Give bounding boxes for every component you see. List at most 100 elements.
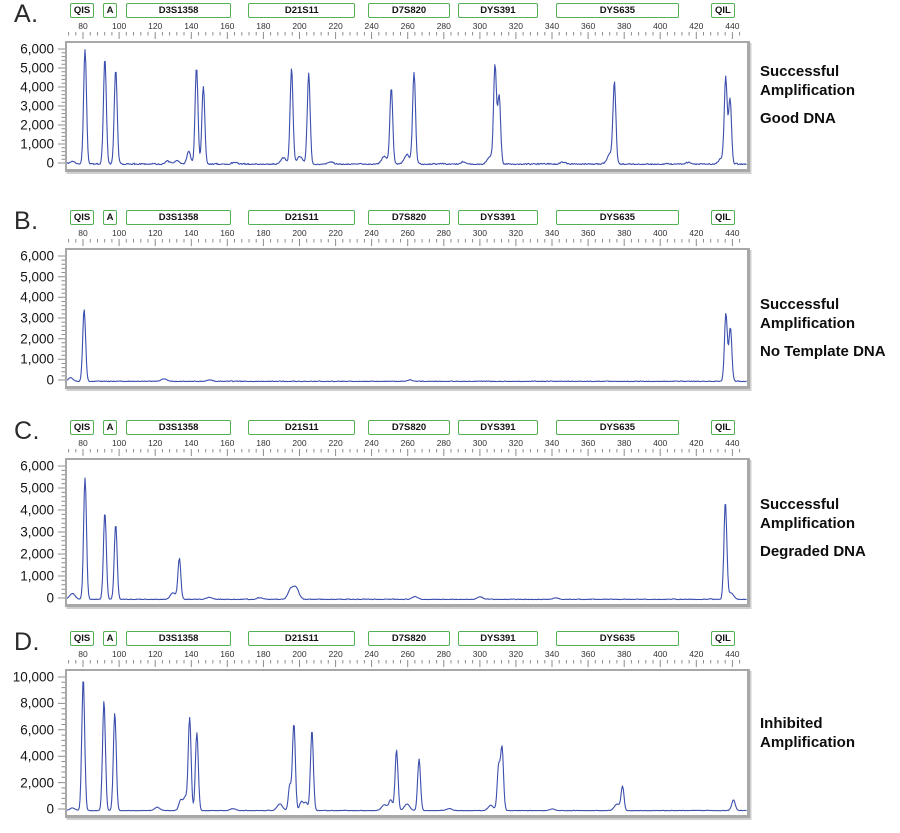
x-tick-label: 100 <box>112 228 127 238</box>
x-tick-label: 220 <box>328 21 343 31</box>
x-tick-label: 100 <box>112 438 127 448</box>
y-axis-labels: 6,000 5,000 4,000 3,000 2,000 1,000 0 <box>0 248 54 388</box>
marker-box-a: A <box>102 420 118 435</box>
marker-box-qis: QIS <box>70 3 94 18</box>
plot-area <box>65 41 750 172</box>
x-tick-label: 240 <box>364 21 379 31</box>
electropherogram-trace <box>67 477 747 601</box>
x-tick-label: 280 <box>436 228 451 238</box>
y-axis-ruler <box>58 48 65 164</box>
panel-letter: B. <box>14 207 39 235</box>
marker-box-d7s820: D7S820 <box>368 210 451 225</box>
x-tick-label: 360 <box>581 21 596 31</box>
x-tick-label: 400 <box>653 438 668 448</box>
x-tick-label: 160 <box>220 228 235 238</box>
y-tick-label: 2,000 <box>20 331 54 347</box>
x-tick-label: 340 <box>544 21 560 31</box>
marker-box-d21s11: D21S11 <box>248 631 356 646</box>
x-axis-tick-labels: 80 100 120 140 160 180 200 220 240 260 280 300 320 34… <box>0 0 760 31</box>
marker-box-d3s1358: D3S1358 <box>126 3 231 18</box>
x-tick-label: 400 <box>653 21 668 31</box>
x-tick-label: 200 <box>292 649 307 659</box>
x-tick-label: 380 <box>617 21 632 31</box>
panel-a: A. QIS A D3S1358 D21S11 D7S820 DYS391 DYS635 QI… <box>0 0 900 205</box>
y-tick-label: 1,000 <box>20 351 54 367</box>
y-tick-label: 0 <box>46 801 54 817</box>
panel-c: C. QIS A D3S1358 D21S11 D7S820 DYS391 DYS635 QI… <box>0 417 900 622</box>
x-tick-label: 120 <box>148 438 163 448</box>
y-tick-label: 0 <box>46 155 54 171</box>
annotation-line: Successful Amplification <box>760 63 856 100</box>
y-tick-label: 8,000 <box>20 695 54 711</box>
x-tick-label: 280 <box>436 21 451 31</box>
x-tick-label: 200 <box>292 438 307 448</box>
marker-box-dys635: DYS635 <box>555 420 680 435</box>
y-tick-label: 6,000 <box>20 722 54 738</box>
x-tick-label: 140 <box>184 228 199 238</box>
annotation-line: Successful Amplification <box>760 496 856 533</box>
x-tick-label: 300 <box>472 438 487 448</box>
x-tick-label: 320 <box>508 21 523 31</box>
panel-letter: A. <box>14 0 39 28</box>
y-tick-label: 2,000 <box>20 117 54 133</box>
x-tick-label: 400 <box>653 649 668 659</box>
x-tick-label: 320 <box>508 228 523 238</box>
y-tick-label: 4,000 <box>20 748 54 764</box>
marker-box-d21s11: D21S11 <box>248 3 356 18</box>
y-tick-label: 5,000 <box>20 480 54 496</box>
y-tick-label: 1,000 <box>20 136 54 152</box>
x-tick-label: 420 <box>689 228 704 238</box>
marker-row: QIS A D3S1358 D21S11 D7S820 DYS391 DYS635 QIL <box>0 417 760 437</box>
x-axis-tick-labels: 80 100 120 140 160 180 200 220 240 260 280 300 320 34… <box>0 417 760 448</box>
y-axis-ruler <box>58 676 65 810</box>
x-axis-ruler <box>68 449 741 456</box>
x-tick-label: 380 <box>617 649 632 659</box>
annotation: Successful Amplification Degraded DNA <box>760 495 898 561</box>
x-tick-label: 360 <box>581 438 596 448</box>
annotation-line: Degraded DNA <box>760 543 866 561</box>
x-tick-label: 440 <box>725 228 740 238</box>
marker-box-dys635: DYS635 <box>555 3 680 18</box>
x-tick-label: 300 <box>472 228 487 238</box>
x-tick-label: 340 <box>544 649 560 659</box>
marker-box-dys391: DYS391 <box>458 420 538 435</box>
x-axis-ruler <box>68 239 741 246</box>
x-tick-label: 260 <box>400 228 415 238</box>
x-tick-label: 180 <box>256 228 271 238</box>
x-tick-label: 80 <box>78 649 88 659</box>
panel-letter: D. <box>14 628 40 656</box>
marker-box-qis: QIS <box>70 420 94 435</box>
electropherogram-trace <box>67 681 747 812</box>
x-tick-label: 320 <box>508 649 523 659</box>
marker-box-d7s820: D7S820 <box>368 3 451 18</box>
y-tick-label: 2,000 <box>20 546 54 562</box>
x-tick-label: 120 <box>148 21 163 31</box>
marker-box-a: A <box>102 631 118 646</box>
y-tick-label: 4,000 <box>20 79 54 95</box>
marker-box-d3s1358: D3S1358 <box>126 420 231 435</box>
x-tick-label: 440 <box>725 438 740 448</box>
x-tick-label: 120 <box>148 228 163 238</box>
marker-box-dys391: DYS391 <box>458 210 538 225</box>
x-tick-label: 180 <box>256 649 271 659</box>
x-tick-label: 280 <box>436 649 451 659</box>
x-tick-label: 220 <box>328 228 343 238</box>
y-axis-ruler <box>58 465 65 599</box>
marker-box-qil: QIL <box>710 631 736 646</box>
annotation: Inhibited Amplification <box>760 714 898 761</box>
y-tick-label: 5,000 <box>20 60 54 76</box>
x-tick-label: 300 <box>472 649 487 659</box>
x-tick-label: 140 <box>184 438 199 448</box>
y-tick-label: 4,000 <box>20 289 54 305</box>
marker-box-a: A <box>102 3 118 18</box>
marker-box-d7s820: D7S820 <box>368 420 451 435</box>
x-tick-label: 340 <box>544 228 560 238</box>
annotation-line: Successful Amplification <box>760 296 856 333</box>
annotation: Successful Amplification No Template DNA <box>760 295 898 361</box>
x-tick-label: 100 <box>112 649 127 659</box>
y-tick-label: 1,000 <box>20 568 54 584</box>
x-tick-label: 140 <box>184 649 199 659</box>
y-tick-label: 3,000 <box>20 524 54 540</box>
annotation-line: Inhibited Amplification <box>760 715 856 752</box>
x-tick-label: 380 <box>617 228 632 238</box>
